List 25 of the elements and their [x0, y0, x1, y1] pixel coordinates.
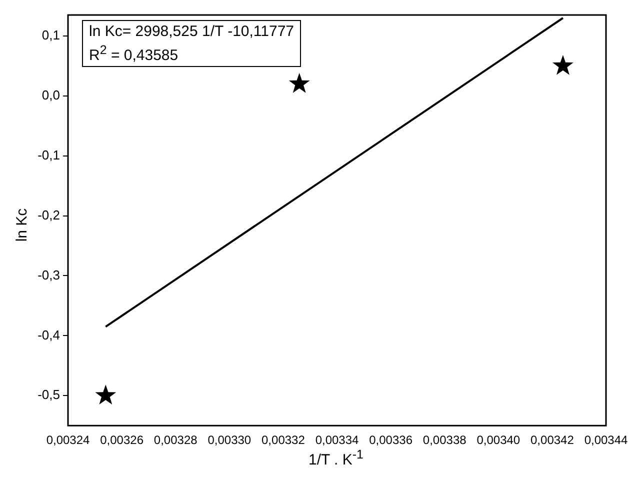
x-tick-label: 0,00344: [584, 433, 628, 448]
x-tick-label: 0,00334: [315, 433, 360, 448]
y-axis-title: ln Kc: [14, 208, 30, 242]
y-tick-label: 0,0: [42, 88, 60, 102]
x-tick-label: 0,00342: [530, 433, 574, 448]
y-tick-label: -0,1: [38, 147, 60, 162]
x-tick-label: 0,00326: [100, 433, 144, 448]
x-tick-label: 0,00324: [46, 433, 90, 448]
y-tick-label: -0,2: [38, 207, 60, 222]
annotation: R$^{2}$ = 0,43585: [89, 42, 180, 65]
y-tick-label: -0,3: [38, 267, 60, 282]
point: [552, 54, 574, 75]
x-tick-label: 0,00328: [154, 433, 198, 448]
x-axis-title: 1/T . K$^{-1}$: [308, 448, 364, 468]
x-tick-label: 0,00336: [369, 433, 413, 448]
point: [95, 384, 116, 405]
annotation: ln Kc= 2998,525 1/T -10,11777: [89, 22, 294, 41]
x-tick-label: 0,00338: [422, 433, 467, 448]
x-tick-label: 0,00330: [208, 433, 252, 448]
y-tick-label: 0,1: [42, 28, 60, 43]
y-tick-label: -0,5: [38, 387, 60, 402]
x-tick-label: 0,00340: [476, 433, 520, 448]
y-tick-label: -0,4: [38, 327, 60, 342]
point: [288, 72, 310, 93]
x-tick-label: 0,00332: [262, 433, 306, 448]
